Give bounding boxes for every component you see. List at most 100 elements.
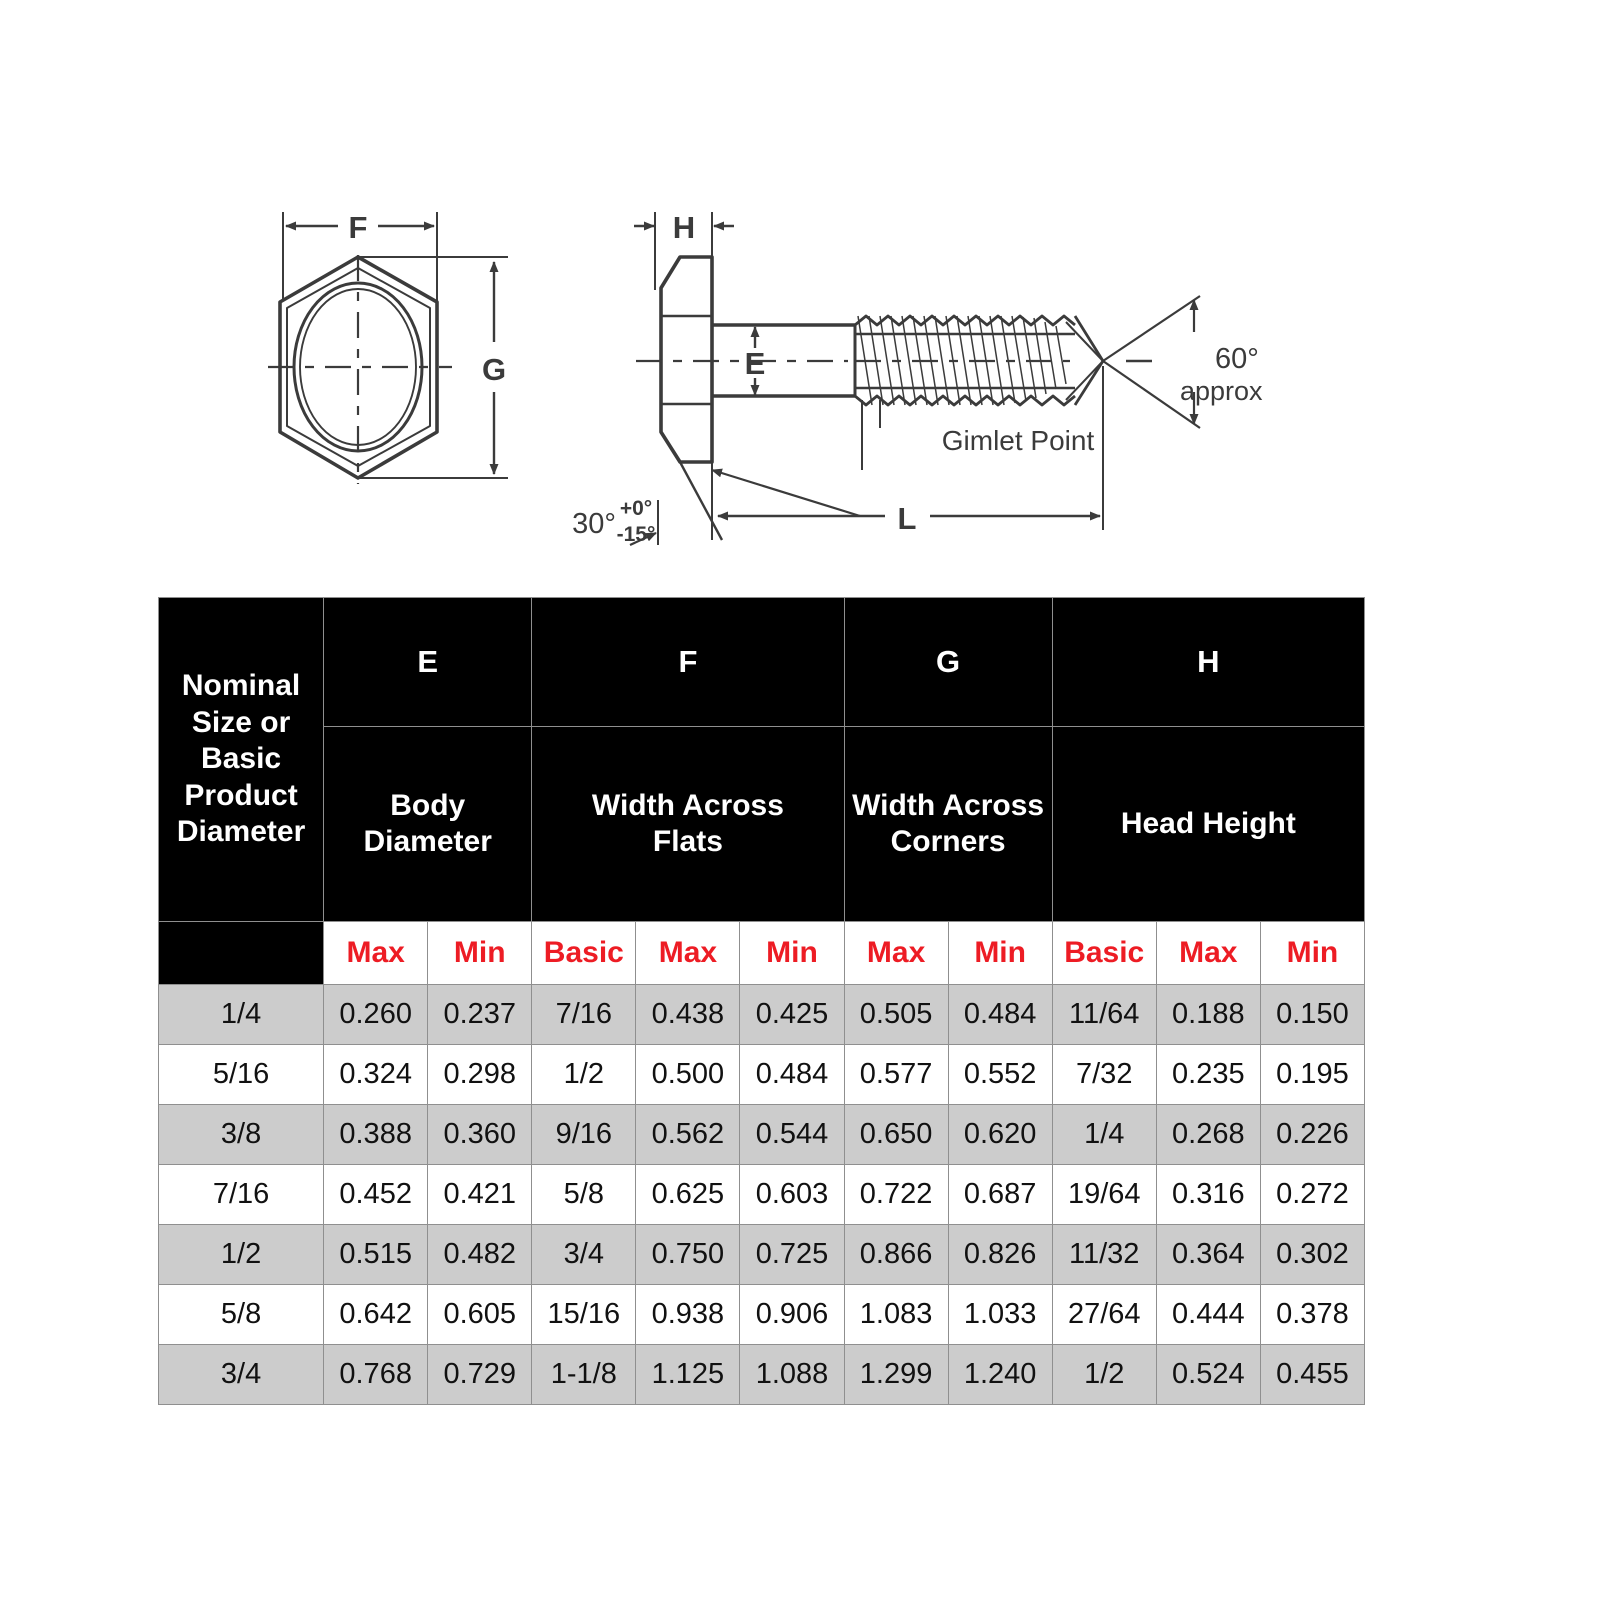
cell-min-6: 0.620	[947, 1104, 1053, 1165]
nominal-header-line-4: Product	[184, 778, 298, 812]
cell-basic-2: 1/2	[531, 1044, 637, 1105]
cell-min-1: 0.360	[427, 1104, 533, 1165]
cell-basic-7: 11/64	[1051, 984, 1157, 1045]
cell-max-8: 0.364	[1155, 1224, 1261, 1285]
cell-max-5: 0.866	[843, 1224, 949, 1285]
point-angle-qualifier-label: approx	[1180, 376, 1263, 406]
group-name-row: Body Diameter Width Across Flats Width Acr…	[159, 726, 1366, 922]
chamfer-angle-label: 30°	[572, 508, 616, 540]
cell-min-9: 0.455	[1259, 1344, 1366, 1405]
cell-max-8: 0.524	[1155, 1344, 1261, 1405]
dimension-G	[360, 256, 508, 479]
cell-max-8: 0.235	[1155, 1044, 1261, 1105]
chamfer-tolerance-lower-label: -15°	[617, 523, 656, 546]
end-view-centerlines	[268, 255, 452, 484]
cell-basic-7: 1/4	[1051, 1104, 1157, 1165]
technical-drawing: F G H E L 30° +0° -15° Gimlet Point 60° …	[0, 0, 1600, 580]
cell-min-6: 1.033	[947, 1284, 1053, 1345]
cell-max-8: 0.188	[1155, 984, 1261, 1045]
cell-basic-2: 5/8	[531, 1164, 637, 1225]
cell-max-0: 0.768	[323, 1344, 429, 1405]
cell-nominal-size: 3/4	[157, 1344, 325, 1405]
subheader-max-5: Max	[843, 921, 949, 985]
hex-head-screw-svg: F G H E L 30° +0° -15° Gimlet Point 60° …	[268, 210, 1264, 546]
cell-min-9: 0.226	[1259, 1104, 1366, 1165]
subheader-min-9: Min	[1259, 921, 1366, 985]
cell-max-3: 0.625	[635, 1164, 741, 1225]
subheader-blank	[157, 921, 325, 985]
subheader-min-6: Min	[947, 921, 1053, 985]
cell-min-6: 0.552	[947, 1044, 1053, 1105]
cell-max-3: 0.750	[635, 1224, 741, 1285]
group-name-line-1: Head Height	[1120, 807, 1296, 840]
cell-min-6: 0.687	[947, 1164, 1053, 1225]
cell-max-5: 0.722	[843, 1164, 949, 1225]
dimension-L	[711, 366, 1104, 530]
subheader-basic-7: Basic	[1051, 921, 1157, 985]
cell-min-4: 0.484	[739, 1044, 845, 1105]
group-letter-G: G	[843, 597, 1053, 727]
table-head: Nominal Size or Basic Product Diameter E F G…	[157, 597, 1366, 985]
label-H: H	[673, 210, 695, 245]
point-angle-label: 60°	[1215, 343, 1259, 375]
subheader-basic-2: Basic	[531, 921, 637, 985]
group-name-line-2: Diameter	[363, 825, 492, 858]
cell-max-3: 0.938	[635, 1284, 741, 1345]
subheader-max-8: Max	[1155, 921, 1261, 985]
group-name-line-2: Flats	[652, 825, 723, 858]
cell-min-4: 0.725	[739, 1224, 845, 1285]
drawing-labels: F G H E L 30° +0° -15° Gimlet Point 60° …	[349, 210, 1264, 546]
cell-min-4: 0.603	[739, 1164, 845, 1225]
group-name-body-diameter: Body Diameter	[323, 726, 533, 922]
cell-min-4: 0.425	[739, 984, 845, 1045]
cell-min-9: 0.195	[1259, 1044, 1366, 1105]
group-name-line-1: Body	[390, 789, 466, 822]
cell-min-1: 0.729	[427, 1344, 533, 1405]
cell-nominal-size: 1/2	[157, 1224, 325, 1285]
cell-max-8: 0.444	[1155, 1284, 1261, 1345]
table-body: 1/4 0.260 0.237 7/16 0.438 0.425 0.505 0.484 11/…	[157, 984, 1366, 1405]
table-row: 5/16 0.324 0.298 1/2 0.500 0.484 0.577 0.552 7/3…	[157, 1044, 1366, 1105]
subheader-row: Max Min Basic Max Min Max Min Basic Max Min	[157, 921, 1366, 985]
table-row: 3/4 0.768 0.729 1-1/8 1.125 1.088 1.299 1.240 1/…	[157, 1344, 1366, 1405]
cell-nominal-size: 7/16	[157, 1164, 325, 1225]
group-letter-F: F	[531, 597, 845, 727]
cell-max-0: 0.515	[323, 1224, 429, 1285]
spec-table-container: Nominal Size or Basic Product Diameter E F G…	[157, 597, 1366, 1405]
point-angle-leader	[1102, 295, 1201, 429]
table-row: 1/4 0.260 0.237 7/16 0.438 0.425 0.505 0.484 11/…	[157, 984, 1366, 1045]
cell-min-9: 0.150	[1259, 984, 1366, 1045]
group-name-line-1: Width Across	[852, 789, 1045, 822]
cell-max-5: 0.577	[843, 1044, 949, 1105]
cell-max-3: 0.500	[635, 1044, 741, 1105]
gimlet-point-label: Gimlet Point	[942, 425, 1095, 456]
group-name-line-2: Corners	[890, 825, 1006, 858]
cell-basic-7: 19/64	[1051, 1164, 1157, 1225]
cell-min-1: 0.237	[427, 984, 533, 1045]
cell-basic-7: 1/2	[1051, 1344, 1157, 1405]
cell-max-3: 0.438	[635, 984, 741, 1045]
subheader-min-1: Min	[427, 921, 533, 985]
cell-basic-7: 11/32	[1051, 1224, 1157, 1285]
cell-max-0: 0.388	[323, 1104, 429, 1165]
cell-max-5: 0.650	[843, 1104, 949, 1165]
cell-min-9: 0.302	[1259, 1224, 1366, 1285]
subheader-min-4: Min	[739, 921, 845, 985]
cell-nominal-size: 5/8	[157, 1284, 325, 1345]
nominal-header-line-5: Diameter	[176, 815, 306, 849]
cell-max-0: 0.260	[323, 984, 429, 1045]
nominal-size-header: Nominal Size or Basic Product Diameter	[157, 597, 325, 922]
hex-head-screw-dimensions-table: Nominal Size or Basic Product Diameter E F G…	[157, 597, 1366, 1405]
cell-nominal-size: 1/4	[157, 984, 325, 1045]
cell-max-5: 1.083	[843, 1284, 949, 1345]
cell-max-5: 1.299	[843, 1344, 949, 1405]
cell-max-3: 0.562	[635, 1104, 741, 1165]
cell-basic-2: 1-1/8	[531, 1344, 637, 1405]
cell-nominal-size: 5/16	[157, 1044, 325, 1105]
cell-basic-7: 27/64	[1051, 1284, 1157, 1345]
nominal-header-line-2: Size or	[191, 705, 291, 739]
label-F: F	[349, 210, 368, 245]
nominal-header-line-1: Nominal	[181, 669, 301, 703]
cell-max-0: 0.324	[323, 1044, 429, 1105]
dimension-F	[282, 212, 438, 302]
